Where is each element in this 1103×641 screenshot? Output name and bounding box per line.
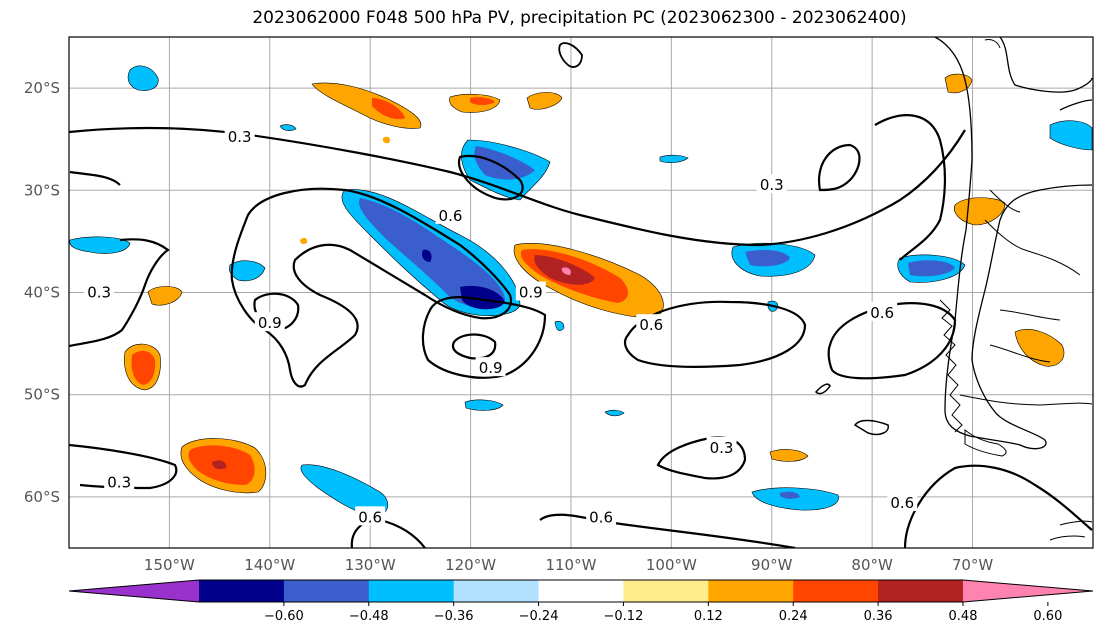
south-america-coastline — [934, 37, 1093, 541]
contour-label-bg — [355, 506, 386, 526]
contour-label-bg — [887, 492, 918, 512]
negative-anomaly-upper — [461, 139, 551, 201]
contour-label-bg — [636, 314, 667, 334]
contour-label: 0.3 — [107, 474, 131, 492]
colorbar-segment — [453, 580, 540, 602]
contour-label-bg — [84, 281, 115, 301]
negative-anomaly-main-band — [341, 189, 521, 316]
contour-label-bg — [435, 204, 466, 224]
precipitation-shading — [69, 65, 1093, 518]
colorbar-label: 0.36 — [864, 609, 893, 624]
lon-tick-label: 100°W — [646, 556, 697, 574]
latitude-axis: 20°S 30°S 40°S 50°S 60°S — [24, 79, 60, 506]
colorbar-segment — [623, 580, 709, 602]
contour-label: 0.9 — [258, 314, 282, 332]
lon-tick-label: 70°W — [952, 556, 994, 574]
colorbar-segment — [793, 580, 879, 602]
lat-tick-label: 20°S — [24, 79, 60, 97]
lon-tick-label: 140°W — [244, 556, 295, 574]
contour-label: 0.6 — [358, 508, 382, 526]
positive-anomaly-north — [311, 82, 422, 129]
lon-tick-label: 120°W — [445, 556, 496, 574]
colorbar-outline — [68, 579, 1094, 603]
lon-tick-label: 150°W — [144, 556, 195, 574]
contour-label: 0.9 — [479, 359, 503, 377]
colorbar-segment — [199, 580, 285, 602]
colorbar-segment — [708, 580, 794, 602]
colorbar-segment — [368, 580, 455, 602]
contour-label-bg — [867, 301, 898, 321]
lat-tick-label: 60°S — [24, 488, 60, 506]
contour-label-bg — [254, 312, 285, 332]
colorbar: −0.60 −0.48 −0.36 −0.24 −0.12 0.12 0.24 0.36 0.4… — [68, 579, 1094, 624]
contour-label: 0.6 — [870, 304, 894, 322]
contour-label-bg — [224, 126, 255, 146]
contour-label: 0.6 — [639, 316, 663, 334]
contour-label-bg — [475, 357, 506, 377]
lat-tick-label: 50°S — [24, 386, 60, 404]
colorbar-label: −0.36 — [434, 609, 474, 624]
contour-label-bg — [104, 471, 135, 491]
lat-tick-label: 30°S — [24, 181, 60, 199]
colorbar-extend-max — [963, 580, 1093, 602]
colorbar-label: 0.12 — [694, 609, 723, 624]
colorbar-label: 0.48 — [949, 609, 978, 624]
lon-tick-label: 90°W — [751, 556, 793, 574]
contour-label: 0.3 — [228, 128, 252, 146]
lon-tick-label: 130°W — [345, 556, 396, 574]
contour-label: 0.3 — [760, 176, 784, 194]
contour-label: 0.3 — [710, 439, 734, 457]
contour-label: 0.6 — [589, 508, 613, 526]
contour-label-bg — [515, 281, 546, 301]
colorbar-label: −0.12 — [604, 609, 644, 624]
colorbar-label: 0.24 — [779, 609, 808, 624]
colorbar-segment — [878, 580, 964, 602]
lat-tick-label: 40°S — [24, 284, 60, 302]
contour-label-bg — [756, 174, 787, 194]
contour-label: 0.6 — [439, 207, 463, 225]
colorbar-label: −0.48 — [349, 609, 389, 624]
longitude-axis: 150°W 140°W 130°W 120°W 110°W 100°W 90°W 80°W 70… — [144, 556, 993, 574]
colorbar-segment — [283, 580, 370, 602]
lon-tick-label: 80°W — [851, 556, 893, 574]
contour-label-bg — [586, 506, 617, 526]
positive-anomaly-main-band — [513, 243, 664, 319]
contour-label: 0.3 — [87, 284, 111, 302]
plot-title: 2023062000 F048 500 hPa PV, precipitatio… — [252, 8, 907, 28]
lon-tick-label: 110°W — [545, 556, 596, 574]
colorbar-segment — [538, 580, 624, 602]
contour-label: 0.6 — [890, 494, 914, 512]
contour-label: 0.9 — [519, 284, 543, 302]
contour-label-bg — [706, 436, 737, 456]
pv-contour-labels: 0.3 0.6 0.3 0.3 0.9 0.9 0.6 0.6 0.9 0.3 0.3 0.6 0.6 0… — [84, 126, 918, 526]
colorbar-label: −0.24 — [519, 609, 559, 624]
map-frame — [68, 36, 1094, 549]
colorbar-label: −0.60 — [264, 609, 304, 624]
colorbar-extend-min — [69, 580, 199, 602]
colorbar-label: 0.60 — [1033, 609, 1062, 624]
